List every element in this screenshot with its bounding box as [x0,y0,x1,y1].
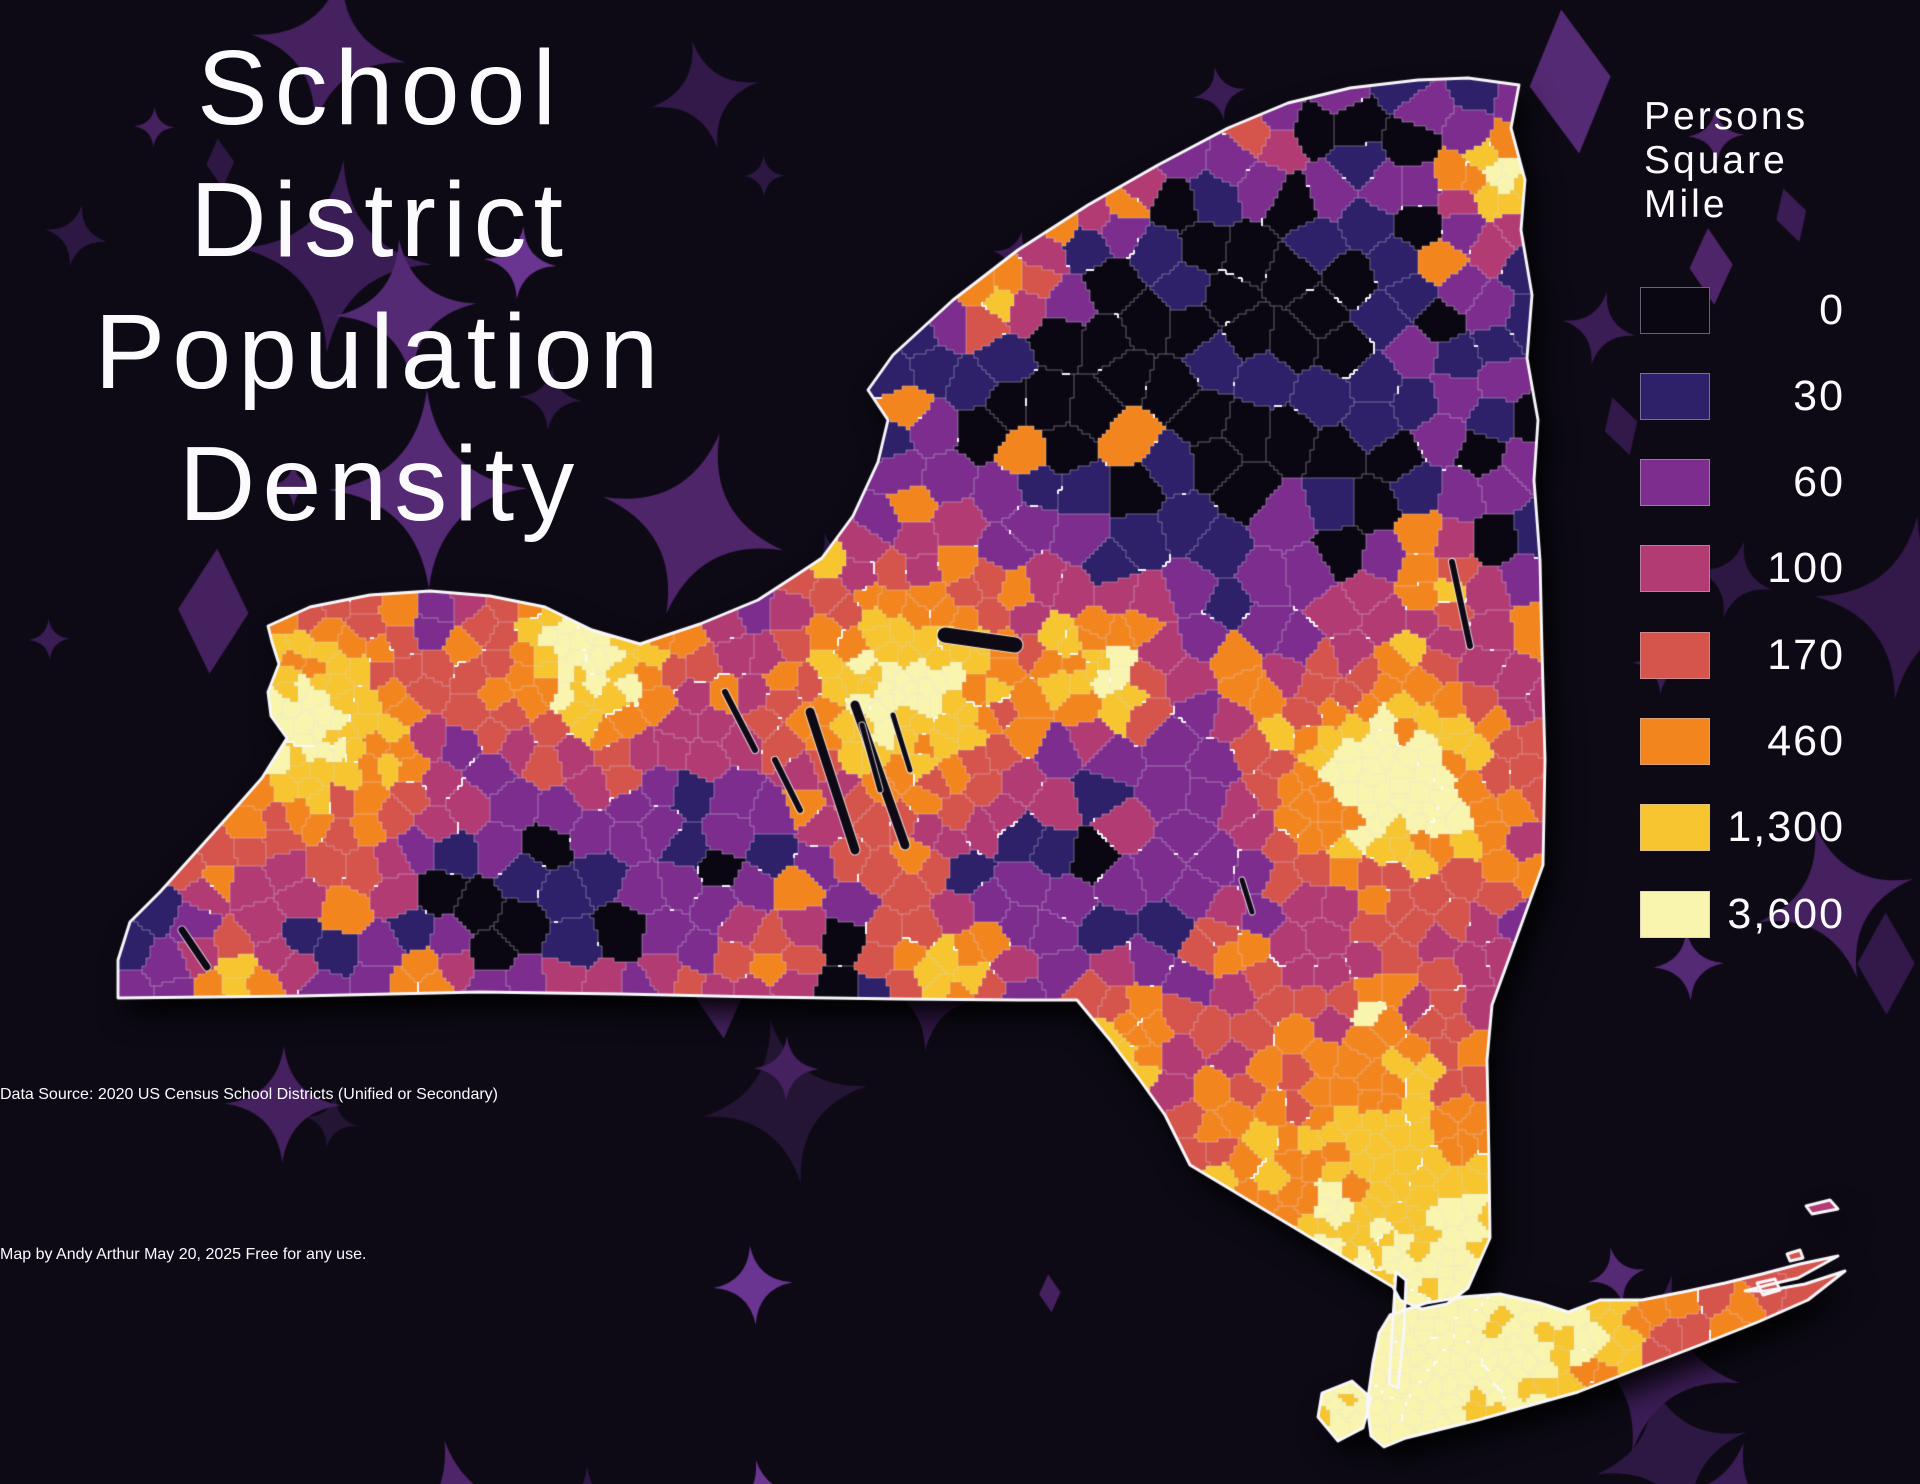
legend-row: 3,600 [1640,890,1845,938]
legend-row: 60 [1640,458,1845,507]
attribution-data-source: Data Source: 2020 US Census School Distr… [0,1086,498,1103]
legend-swatch [1640,372,1710,420]
legend-row: 30 [1640,372,1845,420]
legend-value-label: 170 [1767,630,1845,679]
legend-swatch [1640,718,1710,765]
legend-value-label: 0 [1819,285,1845,334]
legend-row: 100 [1640,544,1845,593]
page-title: School District Population Density [94,29,666,543]
legend-value-label: 60 [1793,458,1845,507]
legend-value-label: 1,300 [1727,803,1845,852]
legend-value-label: 100 [1767,544,1845,593]
legend-swatch [1640,286,1710,334]
legend-swatch [1640,459,1710,507]
legend-swatch [1640,804,1710,852]
legend-value-label: 3,600 [1727,889,1845,938]
legend-value-label: 30 [1793,371,1845,420]
legend-swatch [1640,890,1710,938]
legend-row: 0 [1640,286,1845,334]
legend-row: 170 [1640,631,1845,679]
legend-title: Persons Square Mile [1644,95,1809,226]
legend-swatch [1640,545,1710,593]
legend-row: 1,300 [1640,803,1845,852]
legend-row: 460 [1640,717,1845,766]
attribution-credit: Map by Andy Arthur May 20, 2025 Free for… [0,1246,367,1263]
legend-value-label: 460 [1767,717,1845,765]
legend-swatch [1640,631,1710,679]
